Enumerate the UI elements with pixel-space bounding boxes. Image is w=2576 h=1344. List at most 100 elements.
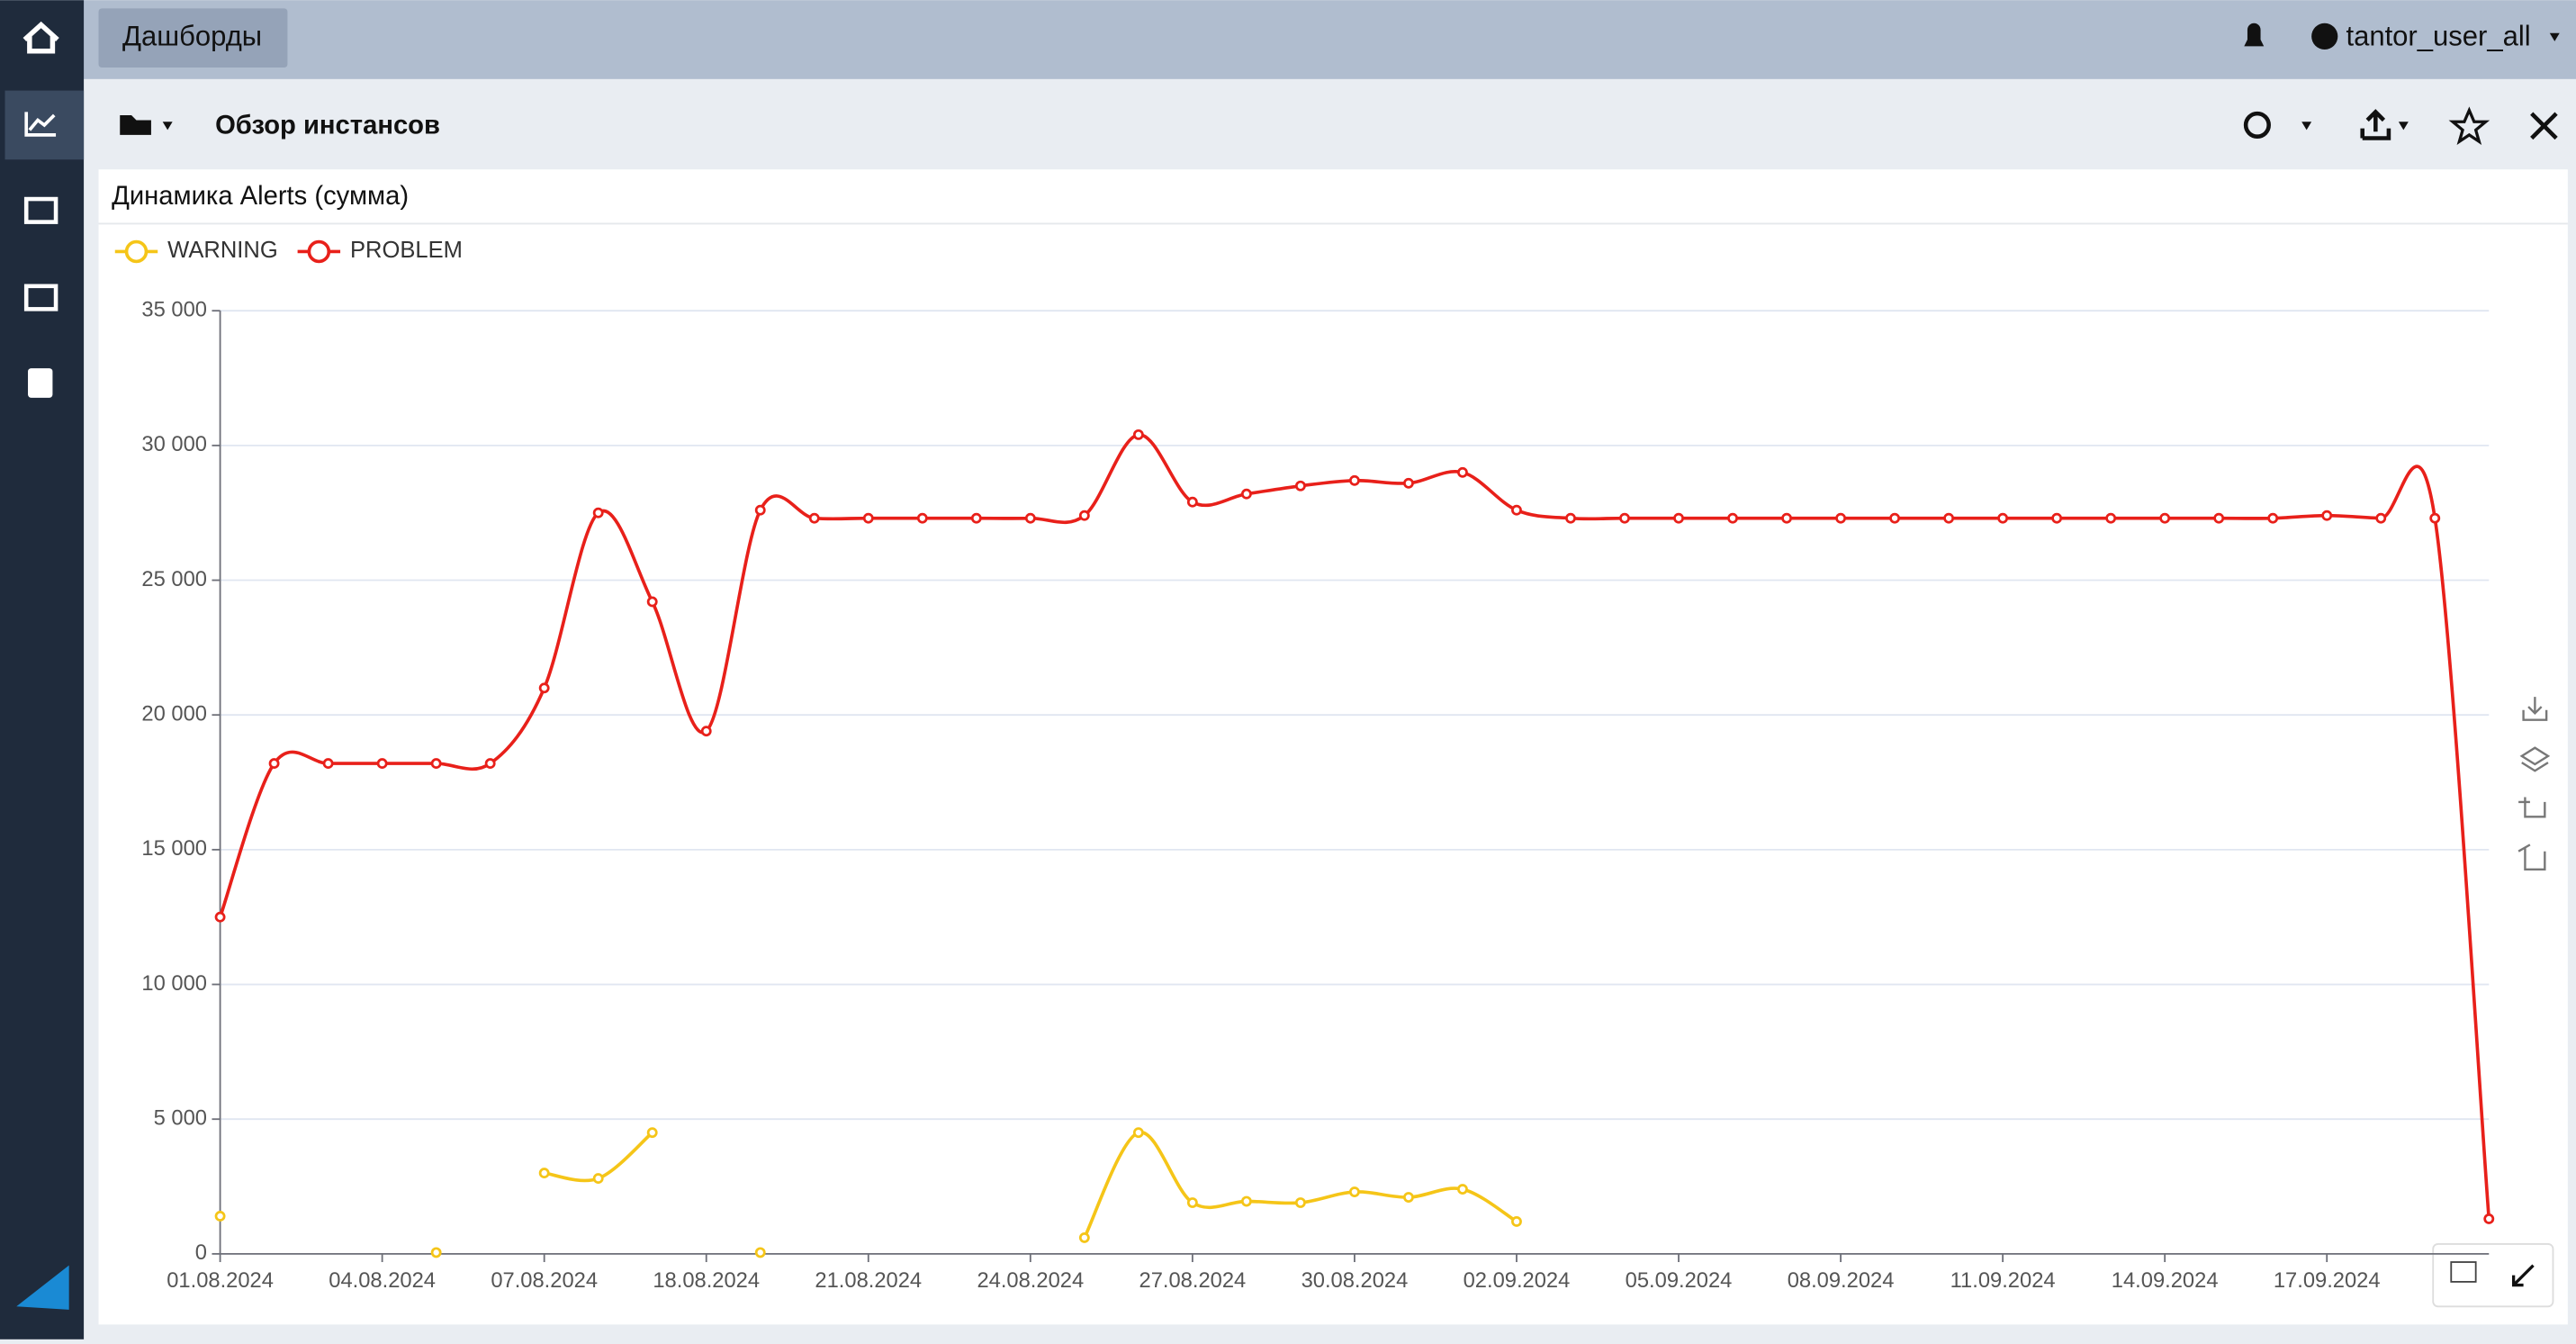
x-tick-label: 17.09.2024	[2274, 1269, 2381, 1293]
top-bar	[0, 0, 2576, 79]
home-icon[interactable]	[23, 21, 59, 54]
export-icon[interactable]	[2360, 109, 2391, 140]
refresh-caret[interactable]	[2301, 122, 2312, 131]
data-point	[268, 758, 280, 770]
data-point	[1727, 512, 1738, 524]
data-point	[376, 758, 388, 770]
data-point	[1619, 512, 1630, 524]
x-tick-label: 05.09.2024	[1626, 1269, 1733, 1293]
data-point	[322, 758, 334, 770]
data-point	[1943, 512, 1955, 524]
y-tick-label: 5 000	[154, 1106, 207, 1130]
dashboard-title: Обзор инстансов	[215, 111, 440, 140]
data-point	[970, 512, 982, 524]
data-point	[1511, 1216, 1522, 1227]
data-point	[1835, 512, 1847, 524]
x-tick-label: 27.08.2024	[1139, 1269, 1247, 1293]
book-icon[interactable]	[28, 368, 53, 398]
table-icon[interactable]	[23, 196, 59, 224]
y-tick-label: 0	[195, 1241, 207, 1265]
zoom-controls[interactable]	[2432, 1243, 2554, 1308]
data-point	[1240, 1195, 1252, 1207]
data-point	[1078, 1231, 1090, 1243]
y-tick-label: 25 000	[141, 568, 207, 591]
data-point	[484, 758, 496, 770]
export-caret[interactable]	[2398, 122, 2409, 131]
layout-icon[interactable]	[23, 284, 59, 311]
data-point	[2267, 512, 2279, 524]
x-tick-label: 11.09.2024	[1950, 1269, 2056, 1293]
data-point	[754, 1247, 766, 1258]
user-caret[interactable]	[2549, 32, 2560, 41]
data-point	[1889, 512, 1901, 524]
data-point	[214, 911, 226, 923]
data-point	[1186, 1197, 1198, 1208]
toolbox[interactable]	[2517, 697, 2551, 870]
y-tick-label: 10 000	[141, 972, 207, 996]
data-point	[1403, 1192, 1414, 1203]
data-point	[2429, 512, 2441, 524]
folder-caret[interactable]	[162, 122, 173, 131]
data-point	[1997, 512, 2009, 524]
data-point	[1132, 428, 1144, 440]
data-point	[2051, 512, 2063, 524]
data-point	[1457, 466, 1468, 478]
data-point	[2105, 512, 2117, 524]
data-point	[2213, 512, 2225, 524]
table-view-icon[interactable]	[2450, 1261, 2477, 1283]
bell-icon[interactable]	[2244, 23, 2265, 47]
collapse-icon[interactable]	[2511, 1264, 2535, 1287]
data-point	[1673, 512, 1684, 524]
data-point	[430, 758, 442, 770]
data-point	[862, 512, 874, 524]
x-tick-label: 04.08.2024	[329, 1269, 436, 1293]
fullscreen-icon[interactable]	[2530, 112, 2558, 140]
charts-icon[interactable]	[24, 112, 57, 137]
y-tick-label: 20 000	[141, 702, 207, 726]
y-tick-label: 30 000	[141, 433, 207, 456]
x-tick-label: 08.09.2024	[1788, 1269, 1895, 1293]
x-tick-label: 21.08.2024	[815, 1269, 922, 1293]
data-point	[1024, 512, 1036, 524]
data-point	[1294, 1197, 1306, 1208]
refresh-icon[interactable]	[2243, 111, 2271, 139]
user-name[interactable]: tantor_user_all	[2346, 20, 2530, 51]
nav-button[interactable]	[98, 8, 288, 68]
data-point	[2159, 512, 2171, 524]
x-tick-label: 30.08.2024	[1302, 1269, 1409, 1293]
data-point	[646, 596, 658, 608]
data-point	[1565, 512, 1576, 524]
data-point	[1457, 1184, 1468, 1195]
data-point	[1781, 512, 1792, 524]
data-point	[808, 512, 820, 524]
user-icon[interactable]	[2311, 23, 2338, 50]
data-point	[592, 507, 604, 519]
data-point	[1511, 504, 1522, 516]
data-point	[2483, 1213, 2495, 1224]
data-point	[1078, 510, 1090, 521]
data-point	[916, 512, 928, 524]
legend-label: PROBLEM	[350, 238, 463, 263]
data-point	[646, 1127, 658, 1139]
legend-marker	[307, 239, 331, 264]
data-point	[1132, 1127, 1144, 1139]
chart-title: Динамика Alerts (сумма)	[112, 182, 409, 211]
x-tick-label: 18.08.2024	[653, 1269, 760, 1293]
x-tick-label: 02.09.2024	[1464, 1269, 1571, 1293]
x-tick-label: 07.08.2024	[491, 1269, 598, 1293]
data-point	[538, 1168, 550, 1179]
favorite-icon[interactable]	[2448, 106, 2490, 146]
data-point	[214, 1211, 226, 1222]
sidebar	[0, 0, 85, 1339]
data-point	[592, 1173, 604, 1184]
nav-button-label[interactable]: Дашборды	[122, 20, 262, 51]
data-point	[1240, 488, 1252, 500]
data-point	[538, 682, 550, 694]
x-tick-label: 24.08.2024	[977, 1269, 1084, 1293]
data-point	[754, 504, 766, 516]
data-point	[2375, 512, 2387, 524]
folder-icon[interactable]	[120, 114, 151, 135]
panel	[98, 169, 2568, 1325]
